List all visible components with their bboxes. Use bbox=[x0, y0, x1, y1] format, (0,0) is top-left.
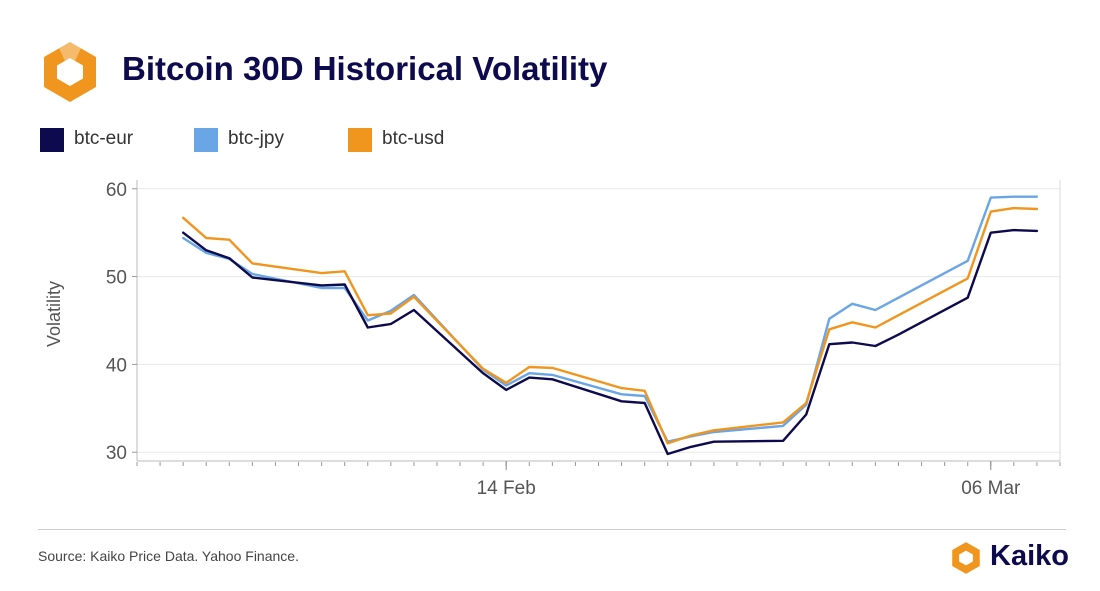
kaiko-brand-icon bbox=[952, 542, 980, 574]
kaiko-logo-icon bbox=[44, 42, 96, 102]
y-tick-label: 40 bbox=[106, 355, 127, 376]
kaiko-brand: Kaiko bbox=[948, 538, 1078, 578]
y-tick-label: 30 bbox=[106, 443, 127, 464]
x-tick-label: 06 Mar bbox=[961, 478, 1021, 499]
axes: 30 40 50 60 14 Feb 06 Mar bbox=[106, 180, 1061, 499]
series-line-btc-jpy[interactable] bbox=[181, 195, 1039, 443]
series-line-btc-usd[interactable] bbox=[181, 206, 1039, 445]
legend-swatch-btc-eur bbox=[40, 128, 64, 152]
legend-label-btc-usd: btc-usd bbox=[382, 128, 445, 149]
page-title: Bitcoin 30D Historical Volatility bbox=[122, 50, 608, 87]
y-tick-label: 50 bbox=[106, 268, 127, 289]
grid-lines bbox=[137, 188, 1060, 453]
legend-swatch-btc-usd bbox=[348, 128, 372, 152]
header: Bitcoin 30D Historical Volatility bbox=[36, 38, 1066, 106]
series-lines bbox=[181, 195, 1039, 456]
x-tick-label: 14 Feb bbox=[477, 478, 536, 499]
kaiko-brand-text: Kaiko bbox=[990, 540, 1069, 572]
footer-divider bbox=[38, 529, 1066, 530]
y-tick-label: 60 bbox=[106, 180, 127, 201]
source-note: Source: Kaiko Price Data. Yahoo Finance. bbox=[38, 548, 299, 564]
legend-swatch-btc-jpy bbox=[194, 128, 218, 152]
volatility-line-chart: 30 40 50 60 14 Feb 06 Mar Volatility bbox=[44, 180, 1061, 499]
y-axis-label: Volatility bbox=[44, 281, 64, 347]
legend-label-btc-jpy: btc-jpy bbox=[228, 128, 284, 149]
legend-label-btc-eur: btc-eur bbox=[74, 128, 134, 149]
series-line-btc-eur[interactable] bbox=[181, 228, 1039, 456]
